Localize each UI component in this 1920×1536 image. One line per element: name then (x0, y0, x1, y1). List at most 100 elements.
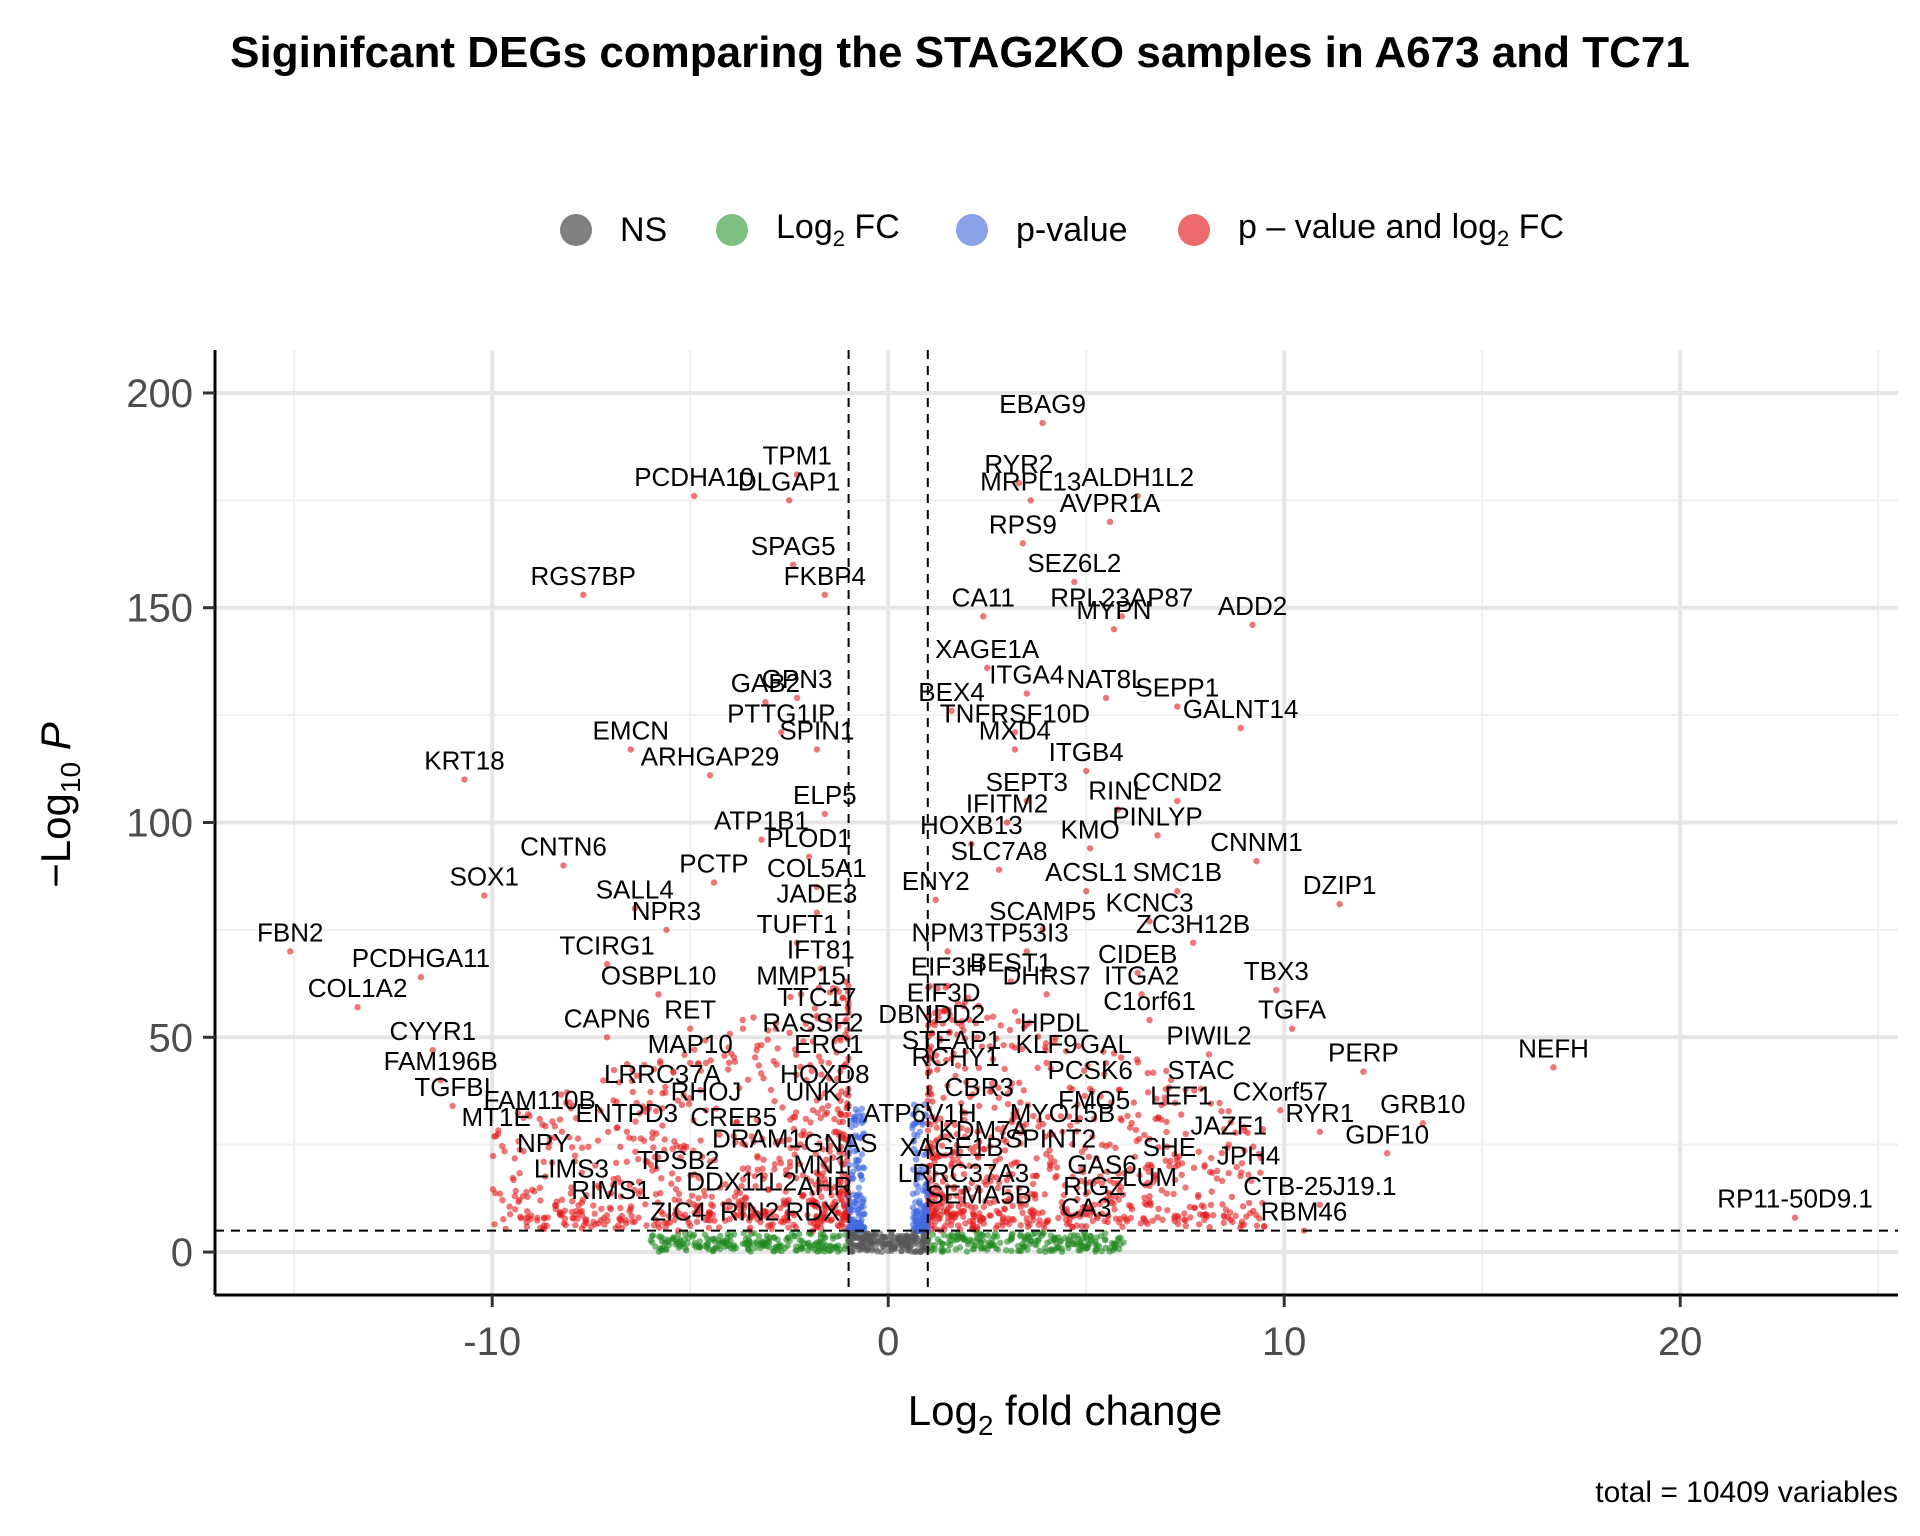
data-point (992, 1230, 999, 1237)
data-point (668, 1180, 675, 1187)
data-point (1248, 1177, 1255, 1185)
data-point (976, 1138, 983, 1145)
data-point (834, 1222, 842, 1229)
gene-point-sez6l2 (1071, 578, 1078, 586)
data-point (1106, 1177, 1114, 1184)
gene-label: RPL23AP87 (1050, 582, 1193, 612)
gene-label: RBM46 (1261, 1197, 1348, 1227)
data-point (489, 1152, 497, 1160)
gene-label: TCIRG1 (559, 930, 654, 960)
data-point (752, 1210, 760, 1217)
data-point (786, 1029, 793, 1036)
data-point (854, 1165, 861, 1172)
data-point (856, 1191, 863, 1198)
gene-point-steap1 (948, 1055, 955, 1062)
legend-label-ns: NS (620, 210, 668, 249)
data-point (552, 1202, 560, 1209)
data-point (1219, 1201, 1226, 1208)
gene-label: SEPT3 (986, 767, 1068, 797)
data-point (950, 1213, 957, 1221)
gene-label: XAGE1B (900, 1132, 1004, 1162)
data-point (1017, 1233, 1024, 1240)
data-point (1041, 1191, 1048, 1198)
gene-point-itgb4 (1083, 767, 1090, 775)
data-point (851, 1113, 858, 1121)
data-point (760, 1156, 767, 1163)
gene-label: ITGA4 (989, 660, 1064, 690)
gene-point-rinl (1114, 806, 1122, 813)
data-point (652, 1216, 659, 1223)
data-point (610, 1066, 618, 1074)
gene-label: PCTP (679, 849, 748, 879)
data-point (680, 1091, 688, 1099)
gene-point-sox1 (481, 892, 488, 899)
gene-point-sepp1 (1174, 703, 1181, 710)
data-point (779, 1104, 786, 1111)
data-point (807, 1026, 814, 1033)
data-point (635, 1214, 642, 1221)
data-point (629, 1088, 636, 1096)
data-point (839, 1118, 847, 1125)
gene-label: GRB10 (1380, 1089, 1465, 1119)
data-point (959, 1108, 966, 1115)
gene-point-hoxd8 (821, 1089, 829, 1097)
data-point (533, 1217, 541, 1224)
data-point (694, 1060, 702, 1067)
data-point (628, 1212, 635, 1220)
gene-label: JAZF1 (1190, 1111, 1267, 1141)
gene-label: CYYR1 (389, 1016, 476, 1046)
data-point (983, 1181, 990, 1188)
data-point (691, 1171, 698, 1178)
gene-point-capn6 (603, 1034, 611, 1041)
data-point (662, 1246, 670, 1253)
gene-point-mmp15 (797, 991, 805, 998)
data-point (845, 1111, 852, 1118)
data-point (934, 1059, 941, 1067)
data-point (1043, 1218, 1050, 1225)
data-point (1140, 1215, 1148, 1223)
data-point (935, 1014, 942, 1021)
data-point (1017, 1129, 1024, 1136)
data-point (1164, 1207, 1171, 1214)
gene-label: MXD4 (979, 715, 1051, 745)
data-point (558, 1128, 566, 1135)
data-point (693, 1218, 701, 1226)
data-point (968, 1179, 975, 1187)
data-point (858, 1151, 866, 1158)
gene-label: ALDH1L2 (1081, 462, 1194, 492)
gene-label: ITGA2 (1104, 960, 1179, 990)
data-point (909, 1166, 917, 1173)
data-point (1015, 1247, 1022, 1255)
data-point (739, 1165, 747, 1172)
data-point (1216, 1099, 1223, 1107)
data-point (972, 1162, 979, 1170)
data-point (1017, 1199, 1024, 1207)
data-point (1082, 1190, 1089, 1198)
gene-label: FAM110B (484, 1085, 596, 1115)
data-point (1046, 1160, 1054, 1167)
data-point (1226, 1209, 1234, 1216)
data-point (1047, 1065, 1054, 1072)
data-point (627, 1203, 635, 1210)
data-point (1247, 1209, 1254, 1217)
data-point (767, 1086, 775, 1094)
data-point (814, 1248, 821, 1255)
data-point (1084, 1062, 1091, 1069)
data-point (1036, 1247, 1043, 1255)
gene-label: ATP6V1H (863, 1098, 977, 1128)
data-point (919, 1244, 926, 1251)
data-point (1144, 1069, 1151, 1077)
data-point (725, 1197, 732, 1205)
data-point (686, 1095, 693, 1102)
data-point (725, 1066, 732, 1073)
data-point (826, 1142, 834, 1150)
data-point (761, 1172, 768, 1179)
data-point (1074, 1117, 1081, 1125)
data-point (1073, 1222, 1081, 1229)
data-point (739, 1210, 746, 1217)
data-point (993, 1174, 1000, 1181)
data-point (662, 1083, 669, 1091)
data-point (960, 1027, 967, 1034)
data-point (913, 1189, 921, 1196)
data-point (636, 1110, 643, 1117)
